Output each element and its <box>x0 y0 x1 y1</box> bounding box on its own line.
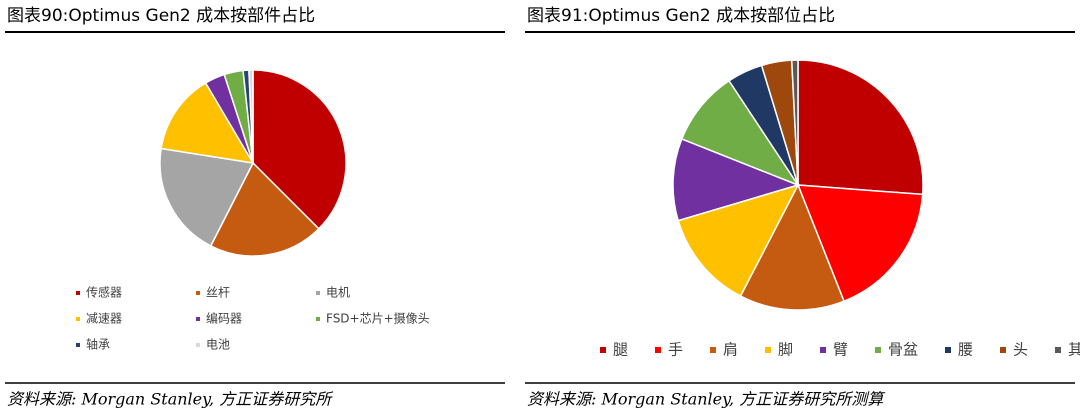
legend-label: 其他 <box>1068 341 1080 359</box>
legend-label: 电机 <box>326 286 350 300</box>
legend-label: 电池 <box>206 338 230 352</box>
pie-slice <box>248 69 254 164</box>
chart-title: 图表90:Optimus Gen2 成本按部件占比 <box>7 6 315 26</box>
legend-marker <box>600 347 606 353</box>
legend-label: 手 <box>668 341 683 359</box>
pie-slice <box>677 183 800 298</box>
legend-marker <box>316 291 320 295</box>
pie-slice <box>159 147 255 247</box>
legend-marker <box>1055 347 1061 353</box>
legend-marker <box>945 347 951 353</box>
pie-slice <box>160 81 255 164</box>
legend-marker <box>196 317 200 321</box>
legend-marker <box>710 347 716 353</box>
legend-marker <box>76 317 80 321</box>
legend-marker <box>1000 347 1006 353</box>
source: 资料来源: Morgan Stanley, 方正证券研究所 <box>7 390 334 409</box>
legend-label: 肩 <box>723 341 738 359</box>
legend-label: 骨盆 <box>888 341 918 359</box>
legend-marker <box>820 347 826 353</box>
legend-label: 传感器 <box>86 285 122 300</box>
legend-label: 脚 <box>778 341 793 359</box>
legend-marker <box>765 347 771 353</box>
legend-marker <box>76 291 80 295</box>
pie-slice <box>790 59 799 186</box>
legend-label: 减速器 <box>86 312 122 326</box>
pie-slice <box>797 59 924 196</box>
legend-label: 轴承 <box>86 337 110 352</box>
legend-label: 编码器 <box>206 311 242 326</box>
legend-label: 腰 <box>958 341 973 359</box>
chart-title: 图表91:Optimus Gen2 成本按部位占比 <box>527 6 835 26</box>
pie-slice <box>209 161 320 257</box>
legend-marker <box>655 347 661 353</box>
source: 资料来源: Morgan Stanley, 方正证券研究所测算 <box>527 390 886 409</box>
legend-marker <box>875 347 881 353</box>
pie-slice <box>252 69 347 230</box>
legend-marker <box>76 343 80 347</box>
legend-label: 腿 <box>613 341 628 359</box>
pie-slice <box>680 79 800 187</box>
legend-marker <box>196 343 200 347</box>
pie-slice <box>672 138 801 222</box>
pie-slice <box>796 184 924 303</box>
legend-label: 头 <box>1013 341 1028 359</box>
legend-label: 臂 <box>833 341 848 359</box>
legend-label: 丝杆 <box>206 286 230 300</box>
pie-slice <box>739 183 845 311</box>
legend-marker <box>196 291 200 295</box>
legend-label: FSD+芯片+摄像头 <box>326 311 430 326</box>
legend-marker <box>316 317 320 321</box>
